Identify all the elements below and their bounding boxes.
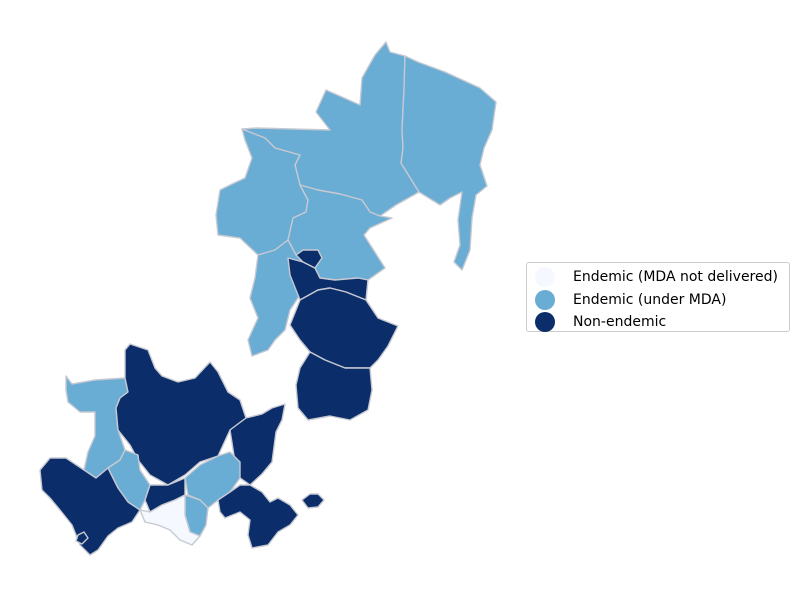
legend-swatch-non-endemic: [535, 312, 555, 333]
central-south-dark-district: [295, 351, 373, 421]
south-west-strip-district: [247, 239, 304, 357]
legend-label-not-delivered: Endemic (MDA not delivered): [573, 269, 778, 286]
south-island-dark-district: [301, 493, 325, 509]
legend-item-not-delivered: Endemic (MDA not delivered): [535, 266, 789, 289]
south-island-dark-district-b: [75, 531, 89, 545]
south-east-coast-dark-district: [217, 484, 299, 549]
south-coast-dark-district: [39, 457, 141, 556]
legend-item-non-endemic: Non-endemic: [535, 311, 789, 334]
north-east-district: [400, 55, 497, 271]
central-east-dark-district: [289, 287, 399, 369]
south-unserved-district: [139, 494, 201, 546]
legend-swatch-not-delivered: [535, 267, 555, 288]
legend-swatch-under-mda: [535, 289, 555, 310]
legend-label-under-mda: Endemic (under MDA): [573, 291, 727, 308]
legend-label-non-endemic: Non-endemic: [573, 314, 667, 331]
south-cluster-center-dark-district: [115, 343, 247, 486]
map-legend: Endemic (MDA not delivered) Endemic (und…: [526, 262, 790, 334]
central-north-dark-district-b: [295, 249, 323, 269]
legend-item-under-mda: Endemic (under MDA): [535, 289, 789, 312]
